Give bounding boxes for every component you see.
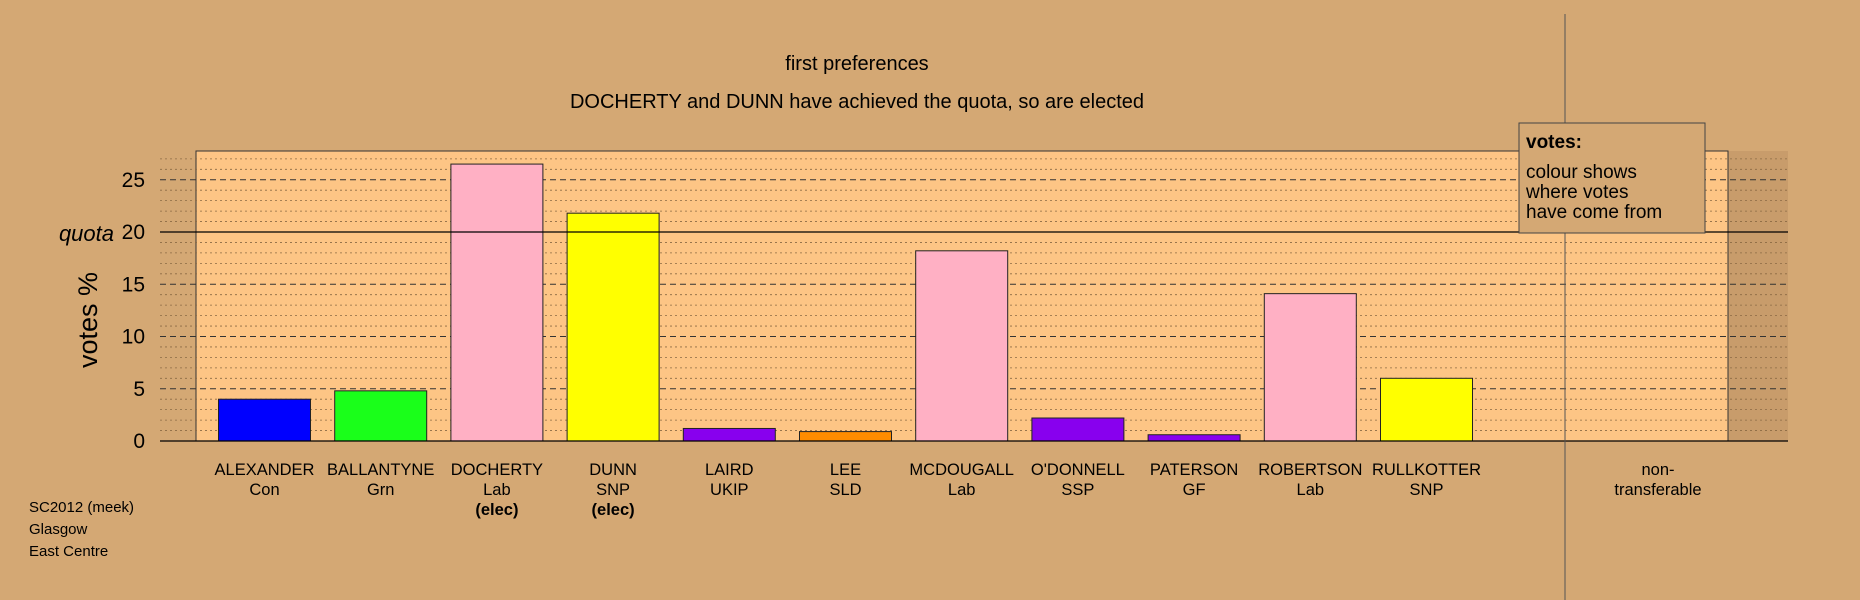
candidate-party: Lab [1297, 481, 1325, 499]
candidate-party: SNP [1410, 481, 1444, 499]
candidate-name: BALLANTYNE [327, 461, 434, 479]
legend-line-2: where votes [1525, 182, 1628, 203]
bar-alexander [218, 398, 311, 442]
bar-paterson [1147, 434, 1241, 442]
bar-robertson [1263, 293, 1357, 442]
candidate-name: LEE [830, 461, 861, 479]
y-tick-label: 0 [133, 430, 145, 453]
candidate-party: SSP [1061, 481, 1094, 499]
bar-docherty [450, 163, 544, 442]
nontransferable-label-line2: transferable [1614, 481, 1701, 499]
bar-rullkotter [1380, 377, 1473, 442]
x-axis-labels: ALEXANDER Con BALLANTYNE Grn DOCHERTY Lab (ele… [215, 461, 1482, 519]
footer-line-2: Glasgow [29, 521, 88, 538]
chart-title: first preferences [785, 53, 928, 75]
y-axis-label: votes % [73, 272, 103, 368]
gridlines [160, 158, 1788, 431]
candidate-party: Lab [483, 481, 511, 499]
candidate-name: PATERSON [1150, 461, 1238, 479]
candidate-name: MCDOUGALL [909, 461, 1014, 479]
candidate-party: Lab [948, 481, 976, 499]
candidate-name: LAIRD [705, 461, 754, 479]
y-tick-label: 20 [122, 221, 145, 244]
footer-line-1: SC2012 (meek) [29, 499, 135, 516]
candidate-name: DUNN [589, 461, 637, 479]
legend-title: votes: [1526, 132, 1582, 153]
candidate-party: SLD [829, 481, 861, 499]
y-axis-ticks: 0 5 10 15 20 25 [122, 169, 145, 453]
y-tick-label: 5 [133, 378, 145, 401]
candidate-name: ALEXANDER [215, 461, 315, 479]
candidate-party: Grn [367, 481, 395, 499]
legend-line-1: colour shows [1526, 162, 1637, 183]
nontransferable-label-line1: non- [1641, 461, 1674, 479]
candidate-party: SNP [596, 481, 630, 499]
bar-lee [799, 431, 892, 442]
quota-label: quota [59, 221, 114, 246]
bar-mcdougall [915, 250, 1009, 442]
bars [218, 163, 1473, 442]
candidate-party: Con [249, 481, 279, 499]
footer-line-3: East Centre [29, 543, 109, 560]
y-tick-label: 25 [122, 169, 145, 192]
bar-odonnell [1031, 417, 1125, 442]
legend-line-3: have come from [1526, 202, 1662, 223]
candidate-name: DOCHERTY [451, 461, 543, 479]
elected-marker: (elec) [592, 501, 635, 519]
candidate-name: ROBERTSON [1258, 461, 1362, 479]
bar-dunn [566, 212, 660, 442]
chart-subtitle: DOCHERTY and DUNN have achieved the quot… [570, 91, 1144, 113]
bar-laird [682, 427, 776, 442]
candidate-name: RULLKOTTER [1372, 461, 1481, 479]
bar-ballantyne [334, 390, 428, 442]
y-tick-label: 15 [122, 273, 145, 296]
legend-box: votes: colour shows where votes have com… [1518, 122, 1706, 234]
candidate-name: O'DONNELL [1031, 461, 1125, 479]
y-tick-label: 10 [122, 326, 145, 349]
right-shaded-band [1728, 151, 1788, 441]
elected-marker: (elec) [475, 501, 518, 519]
candidate-party: GF [1183, 481, 1206, 499]
candidate-party: UKIP [710, 481, 749, 499]
